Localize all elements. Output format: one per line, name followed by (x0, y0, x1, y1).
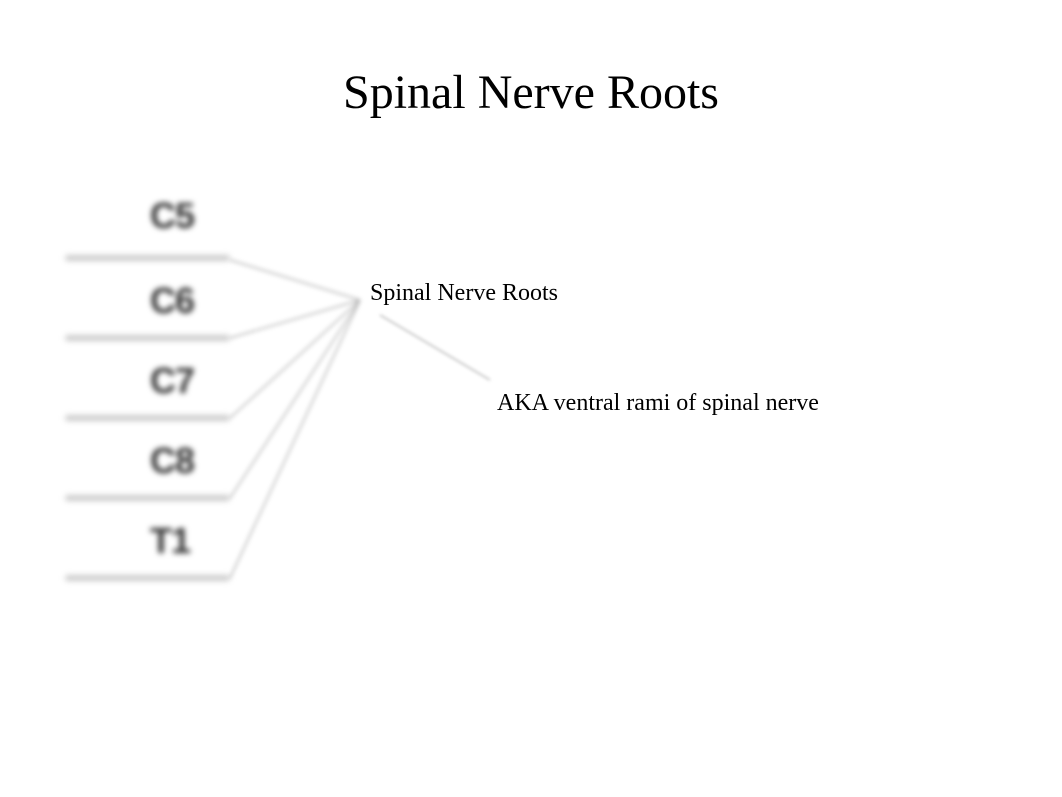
page-title: Spinal Nerve Roots (0, 65, 1062, 120)
root-line-c5 (65, 255, 230, 261)
root-line-t1 (65, 575, 230, 581)
root-line-c8 (65, 495, 230, 501)
nerve-root-c5: C5 (150, 195, 194, 237)
annotation-secondary: AKA ventral rami of spinal nerve (497, 390, 819, 417)
diagram-container: C5 C6 C7 C8 T1 Spinal Nerve Roots AKA ve… (60, 170, 890, 770)
annotation-primary: Spinal Nerve Roots (370, 280, 558, 307)
root-line-c6 (65, 335, 230, 341)
nerve-root-c8: C8 (150, 440, 194, 482)
nerve-root-c6: C6 (150, 280, 194, 322)
nerve-root-c7: C7 (150, 360, 194, 402)
nerve-root-t1: T1 (150, 520, 190, 562)
root-line-c7 (65, 415, 230, 421)
